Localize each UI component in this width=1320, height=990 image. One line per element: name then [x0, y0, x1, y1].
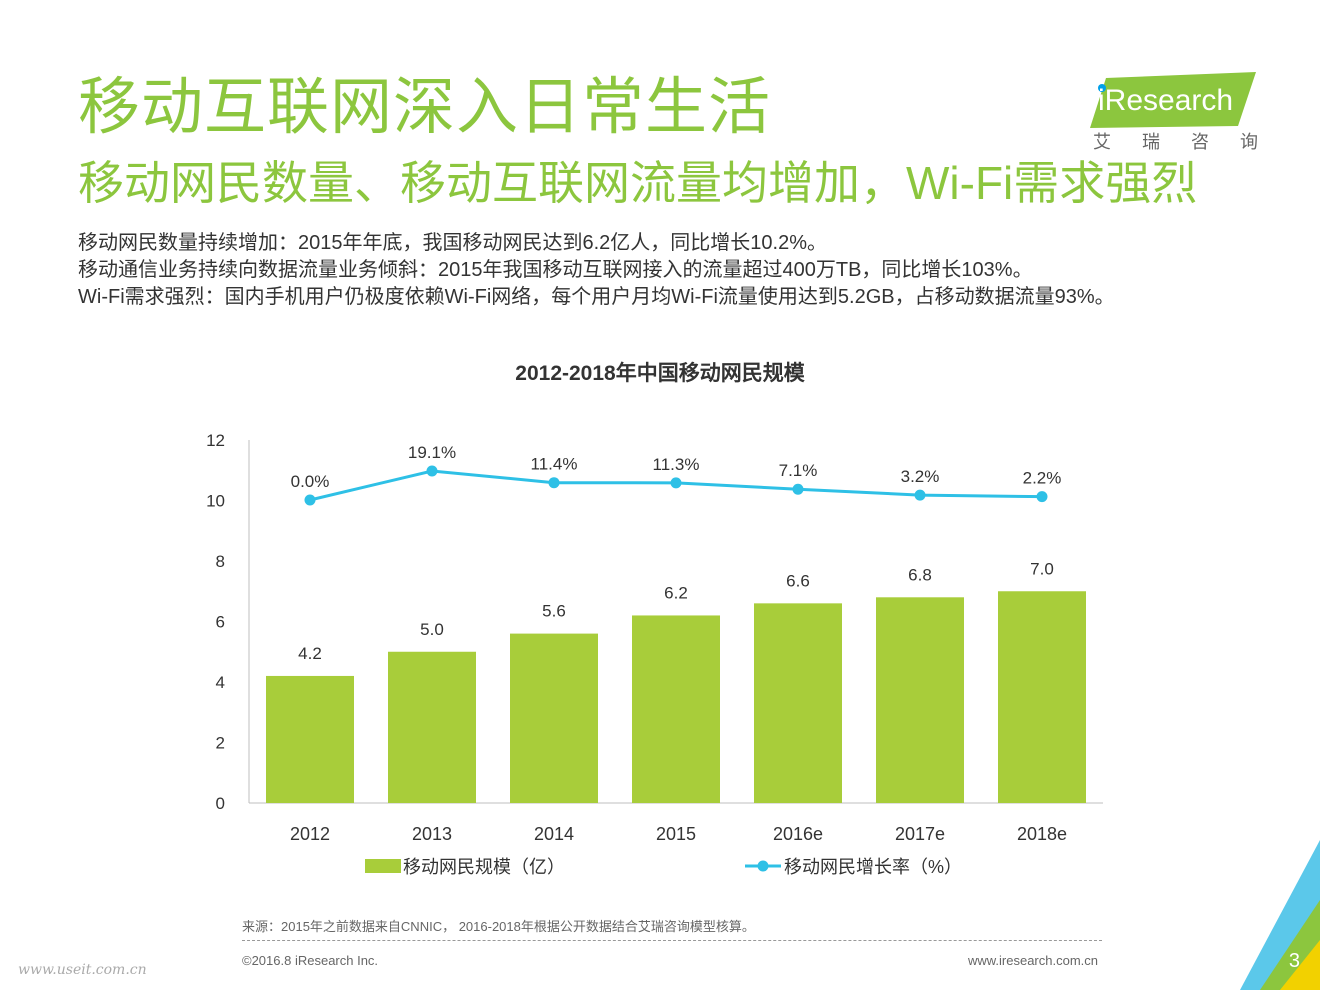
- y-tick-label: 4: [216, 673, 225, 692]
- growth-rate-label: 0.0%: [291, 472, 330, 491]
- growth-rate-label: 2.2%: [1023, 469, 1062, 488]
- logo-cn-text: 艾瑞咨询: [1093, 132, 1289, 152]
- x-tick-label: 2018e: [1017, 824, 1067, 844]
- copyright: ©2016.8 iResearch Inc.: [242, 953, 379, 968]
- bar: [754, 603, 842, 803]
- summary-list: 移动网民数量持续增加：2015年年底，我国移动网民达到6.2亿人，同比增长10.…: [78, 230, 1115, 311]
- growth-rate-label: 11.3%: [653, 455, 700, 474]
- summary-item: 移动通信业务持续向数据流量业务倾斜：2015年我国移动互联网接入的流量超过400…: [78, 259, 1033, 281]
- chart-title: 2012-2018年中国移动网民规模: [515, 362, 805, 385]
- y-tick-label: 8: [216, 552, 225, 571]
- growth-rate-label: 11.4%: [531, 455, 578, 474]
- growth-rate-label: 7.1%: [779, 461, 818, 480]
- growth-rate-point: [304, 494, 316, 506]
- y-tick-label: 10: [206, 492, 225, 511]
- logo-brand-text: iResearch: [1098, 84, 1233, 117]
- x-tick-label: 2013: [412, 824, 452, 844]
- website-link[interactable]: www.iresearch.com.cn: [967, 953, 1098, 968]
- x-tick-label: 2017e: [895, 824, 945, 844]
- bar: [388, 651, 476, 803]
- page-title: 移动互联网深入日常生活: [78, 73, 772, 142]
- legend-line-label: 移动网民增长率（%）: [784, 857, 962, 877]
- bar-value-label: 5.0: [420, 620, 444, 639]
- summary-item: 移动网民数量持续增加：2015年年底，我国移动网民达到6.2亿人，同比增长10.…: [78, 232, 828, 254]
- bar: [266, 675, 354, 803]
- growth-rate-point: [670, 477, 682, 489]
- bar: [632, 615, 720, 803]
- bar-value-label: 6.8: [908, 565, 932, 584]
- y-tick-label: 0: [216, 794, 225, 813]
- summary-item: Wi-Fi需求强烈：国内手机用户仍极度依赖Wi-Fi网络，每个用户月均Wi-Fi…: [78, 286, 1115, 308]
- page-number: 3: [1288, 950, 1300, 972]
- growth-rate-label: 19.1%: [408, 443, 456, 462]
- growth-rate-point: [426, 465, 438, 477]
- growth-rate-point: [1036, 491, 1048, 503]
- x-tick-label: 2016e: [773, 824, 823, 844]
- y-tick-label: 6: [216, 613, 225, 632]
- y-tick-label: 12: [206, 431, 225, 450]
- x-tick-label: 2012: [290, 824, 330, 844]
- legend-line-marker: [757, 860, 769, 872]
- bar-value-label: 5.6: [542, 602, 566, 621]
- bar-value-label: 6.6: [786, 571, 810, 590]
- legend-bar-label: 移动网民规模（亿）: [403, 857, 565, 877]
- growth-rate-point: [548, 477, 560, 489]
- growth-rate-point: [792, 483, 804, 495]
- page-subtitle: 移动网民数量、移动互联网流量均增加，Wi-Fi需求强烈: [78, 157, 1198, 209]
- x-tick-label: 2015: [656, 824, 696, 844]
- growth-rate-point: [914, 489, 926, 501]
- y-tick-label: 2: [216, 734, 225, 753]
- bar: [876, 597, 964, 803]
- bar-value-label: 6.2: [664, 583, 688, 602]
- growth-rate-label: 3.2%: [901, 467, 940, 486]
- iresearch-logo: iResearch: [1090, 72, 1256, 128]
- bar: [998, 591, 1086, 803]
- bar-value-label: 4.2: [298, 644, 322, 663]
- legend-bar-swatch: [365, 859, 401, 873]
- source-note: 来源：2015年之前数据来自CNNIC， 2016-2018年根据公开数据结合艾…: [242, 919, 755, 934]
- chart: 0 2 4 6 8 10 12 4.2 2012 5.0 2013 5.6 2014 6.2 2015 6.6…: [206, 431, 1103, 877]
- bar-value-label: 7.0: [1030, 559, 1054, 578]
- bar: [510, 633, 598, 803]
- footer-divider: [242, 940, 1102, 941]
- corner-decoration: [1240, 840, 1320, 990]
- watermark: www.useit.com.cn: [18, 962, 147, 978]
- x-tick-label: 2014: [534, 824, 574, 844]
